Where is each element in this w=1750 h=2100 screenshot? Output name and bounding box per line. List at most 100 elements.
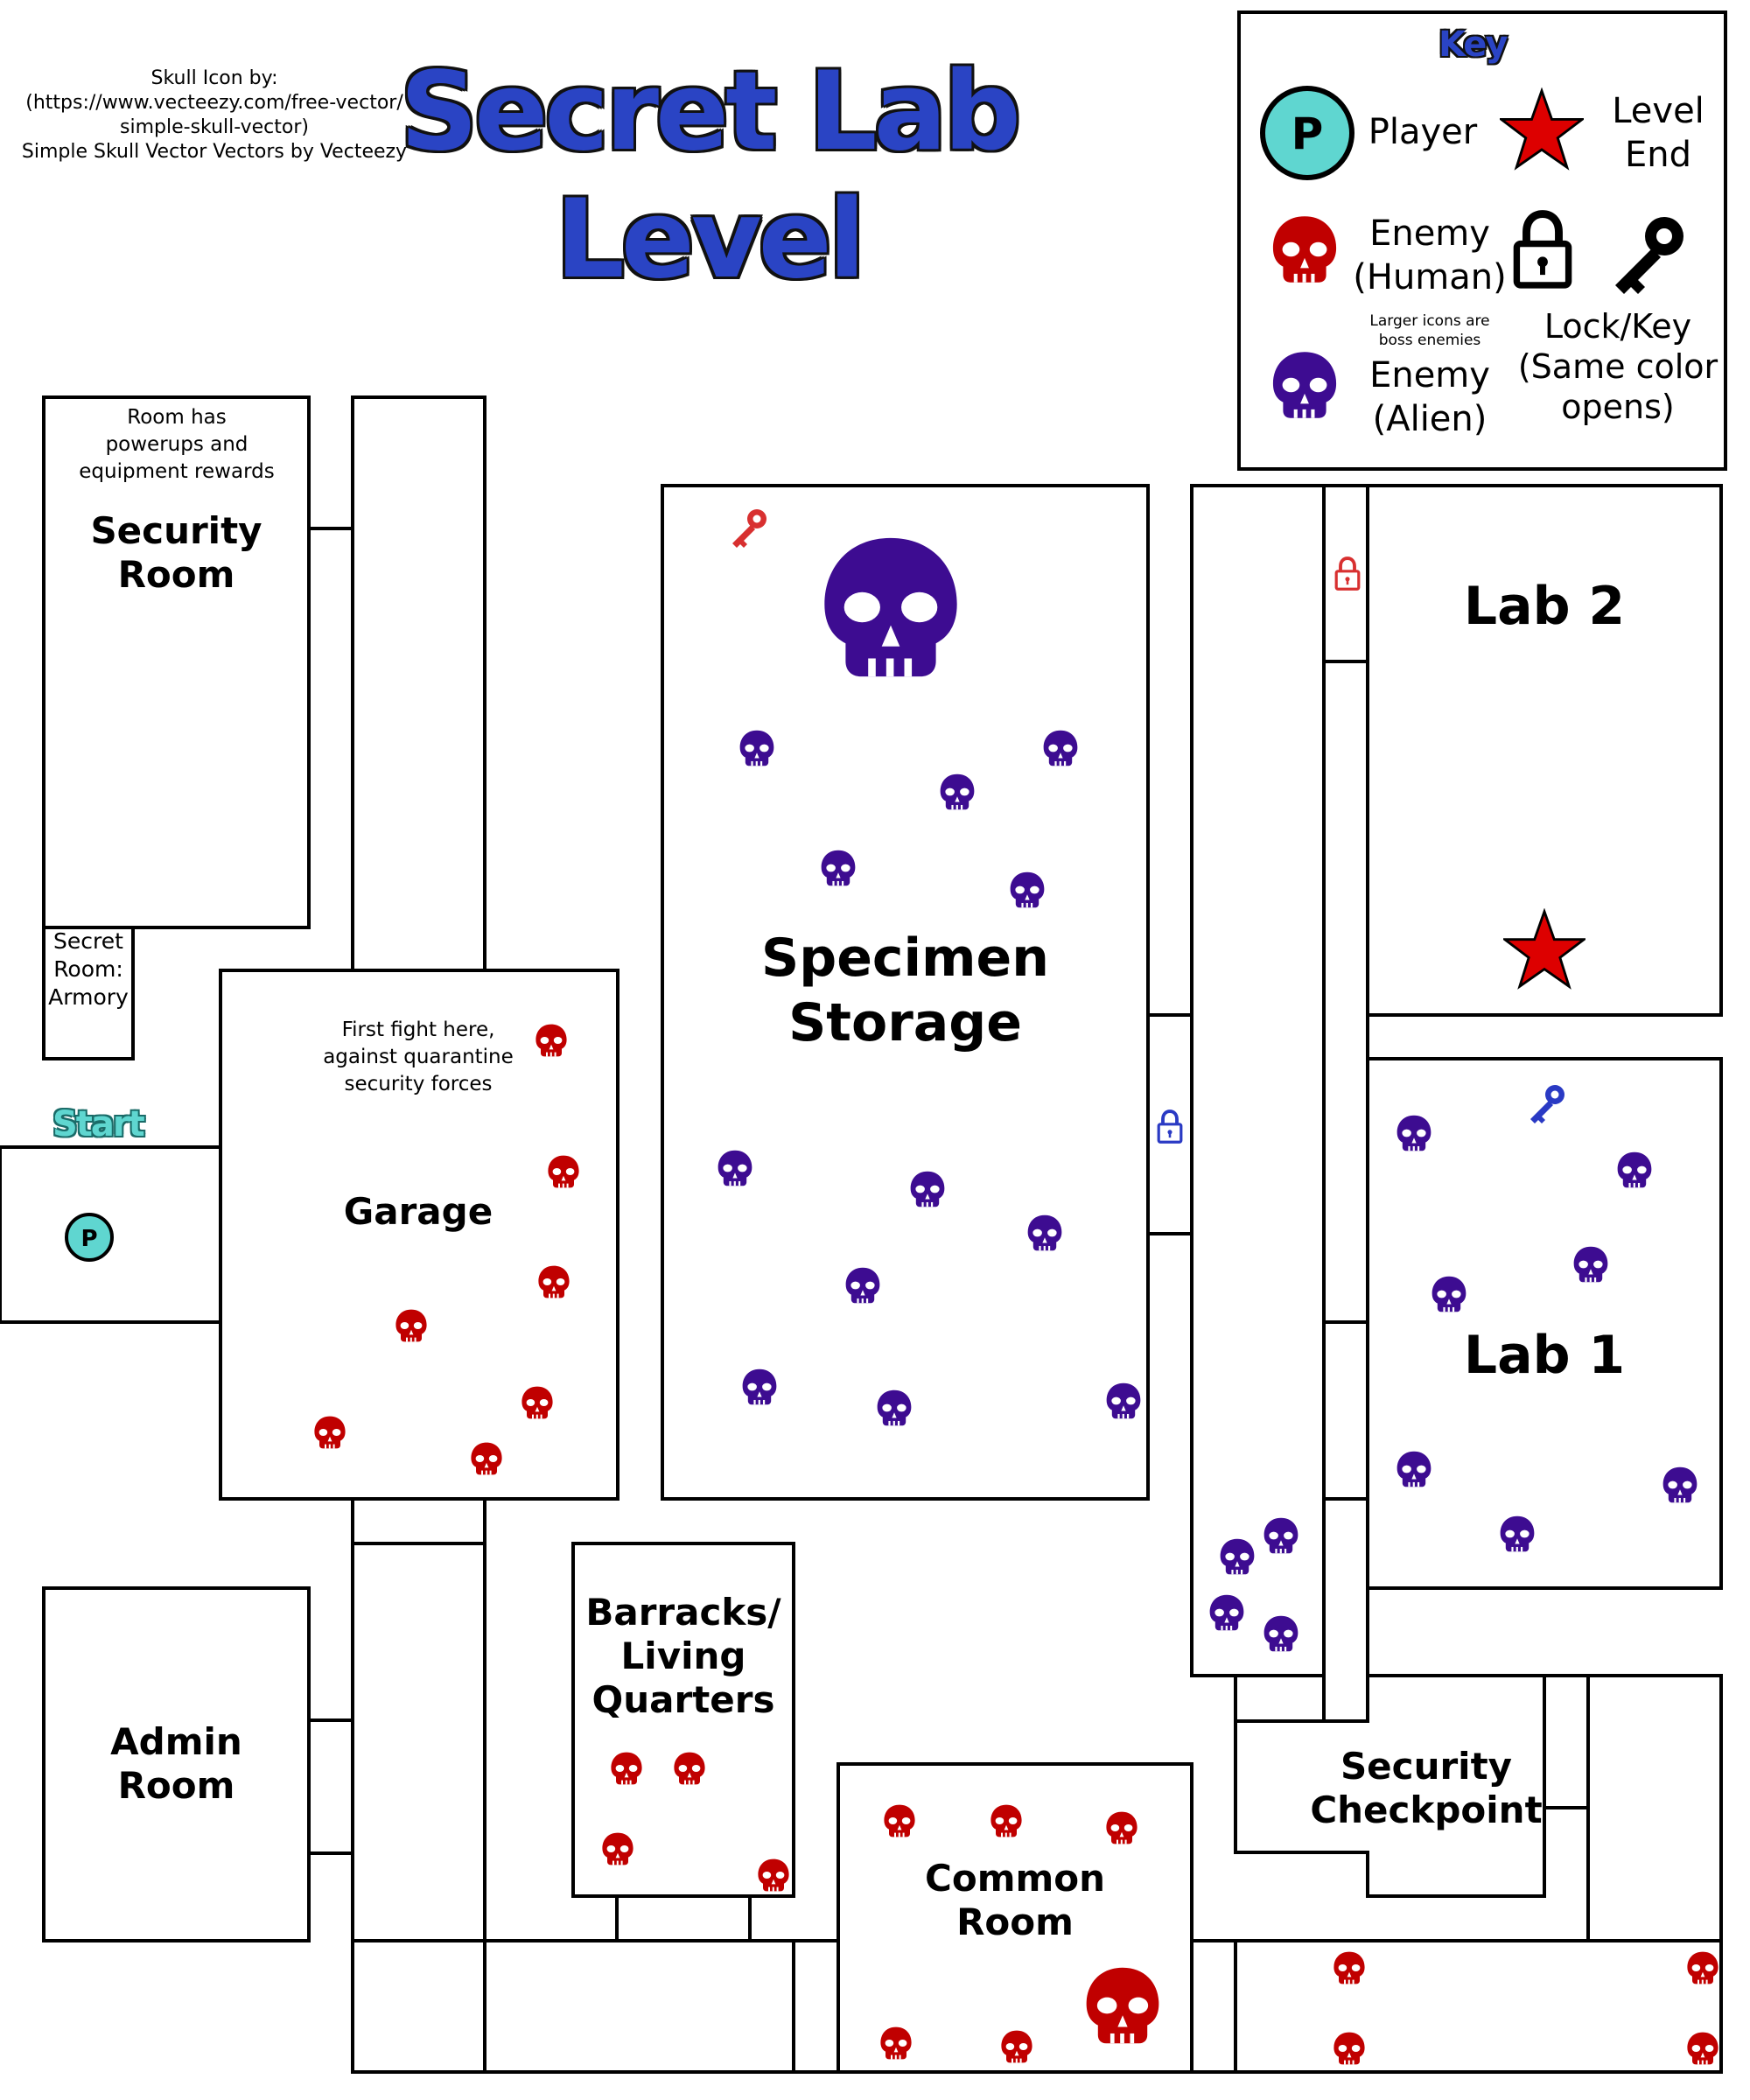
barracks: [571, 1542, 795, 1898]
garage-note: First fight here, against quarantine sec…: [298, 1017, 539, 1098]
room-title-line: Security: [90, 509, 262, 552]
skull-icon: [1334, 1951, 1365, 1984]
lock-key-text: (Same color: [1517, 347, 1718, 386]
common-room-label: Common Room: [838, 1857, 1192, 1944]
skull-icon: [1010, 872, 1045, 908]
skull-icon: [1086, 1967, 1159, 2044]
skull-icon: [1573, 1246, 1608, 1283]
corridor-bottom-right: [1190, 1939, 1237, 2074]
skull-icon: [742, 1368, 777, 1405]
skull-icon: [1272, 216, 1337, 283]
skull-icon: [990, 1804, 1022, 1838]
skull-icon: [1027, 1214, 1062, 1251]
lock-icon: [1516, 214, 1568, 285]
skull-icon: [1500, 1516, 1535, 1552]
skull-icon: [1264, 1615, 1298, 1652]
skull-icon: [1209, 1594, 1244, 1631]
security-room: [42, 396, 311, 929]
skull-icon: [536, 1024, 567, 1057]
skull-icon: [471, 1442, 502, 1475]
key-panel: [1237, 10, 1727, 471]
credit-line: Skull Icon by:: [150, 67, 278, 89]
room-title-line: Room: [956, 1900, 1074, 1943]
room-title-line: Living: [620, 1634, 746, 1677]
credit-line: (https://www.vecteezy.com/free-vector/: [25, 92, 403, 114]
skull-icon: [940, 774, 975, 810]
room-title-line: Room: [117, 553, 235, 596]
walls: [0, 10, 1727, 2074]
key-enemy-alien-label: Enemy (Alien): [1349, 354, 1510, 441]
skull-icon: [1432, 1276, 1466, 1312]
room-title-line: Admin: [110, 1720, 242, 1763]
skull-icon: [1687, 2032, 1718, 2065]
key-icon: [732, 509, 766, 548]
admin-room: [42, 1586, 311, 1942]
specimen-storage: [661, 484, 1150, 1501]
skull-icon: [602, 1832, 634, 1866]
skull-icon: [674, 1752, 705, 1785]
skull-icon: [314, 1416, 346, 1449]
skull-icon: [739, 730, 774, 766]
lock-key-text: Lock/Key: [1544, 307, 1692, 346]
player-badge-start: P: [80, 1226, 97, 1252]
skull-icon: [880, 2026, 912, 2060]
credit-line: simple-skull-vector): [120, 116, 309, 138]
security-checkpoint-label: Security Checkpoint: [1304, 1745, 1549, 1832]
lock-icon: [1336, 558, 1359, 589]
enemy-human-text: Enemy: [1369, 214, 1490, 254]
room-title-line: Quarters: [592, 1678, 775, 1721]
room-title-line: Specimen: [761, 928, 1049, 989]
title-line: Secret Lab: [399, 49, 1021, 175]
skull-icon: [548, 1155, 579, 1188]
page-title: Secret Lab Level: [394, 48, 1024, 304]
security-room-label: Security Room: [44, 509, 309, 597]
star-icon: [1500, 89, 1584, 169]
icon-credit: Skull Icon by: (https://www.vecteezy.com…: [9, 66, 420, 164]
room-title-line: Common: [925, 1857, 1105, 1900]
start-label: Start: [52, 1104, 145, 1144]
skull-icon: [1662, 1466, 1698, 1503]
room-title-line: Security: [1340, 1745, 1513, 1788]
enemy-human-text: (Human): [1353, 257, 1507, 298]
skull-icon: [845, 1267, 880, 1304]
corridor-upper-left: [351, 396, 486, 972]
room-lower-right: [1234, 1939, 1723, 2074]
start-area: [0, 1145, 222, 1324]
note-line: Room has: [127, 406, 227, 429]
skull-icon: [522, 1386, 553, 1419]
lock-icon: [1158, 1111, 1181, 1142]
note-line: against quarantine: [323, 1046, 514, 1068]
admin-room-label: Admin Room: [44, 1720, 309, 1808]
key-level-end-label: Level End: [1592, 89, 1724, 177]
level-end-text: Level End: [1612, 91, 1704, 175]
skull-icon: [824, 537, 957, 677]
lock-key-text: opens): [1561, 388, 1675, 426]
key-boss-note: Larger icons are boss enemies: [1349, 312, 1510, 350]
barracks-label: Barracks/ Living Quarters: [573, 1591, 794, 1722]
skull-icon: [877, 1390, 912, 1426]
note-line: equipment rewards: [79, 460, 275, 483]
room-title-line: Barracks/: [585, 1591, 781, 1634]
lab-1-label: Lab 1: [1463, 1325, 1626, 1386]
corridor-lower: [351, 1497, 486, 2074]
secret-room-label: Secret Room: Armory: [44, 928, 133, 1012]
secret-room-line: Secret: [53, 928, 123, 954]
skull-icon: [538, 1265, 570, 1298]
lab-2: [1366, 484, 1723, 1017]
corridor-narrow: [1322, 484, 1369, 1723]
skull-icon: [1272, 352, 1337, 418]
common-room: [836, 1762, 1194, 2074]
skull-icon: [1264, 1517, 1298, 1554]
title-line: Level: [555, 177, 866, 303]
security-checkpoint: [1234, 1674, 1546, 1898]
skull-icon: [611, 1752, 642, 1785]
room-title-line: Room: [117, 1764, 235, 1807]
skull-icon: [1334, 2032, 1365, 2065]
star-icon: [1503, 910, 1586, 988]
skull-icon: [821, 850, 856, 886]
skull-icon: [1106, 1382, 1141, 1419]
skull-icon: [1617, 1152, 1652, 1188]
skull-icon: [718, 1150, 752, 1186]
skull-icon: [1396, 1115, 1432, 1152]
skull-icon: [1043, 730, 1078, 766]
